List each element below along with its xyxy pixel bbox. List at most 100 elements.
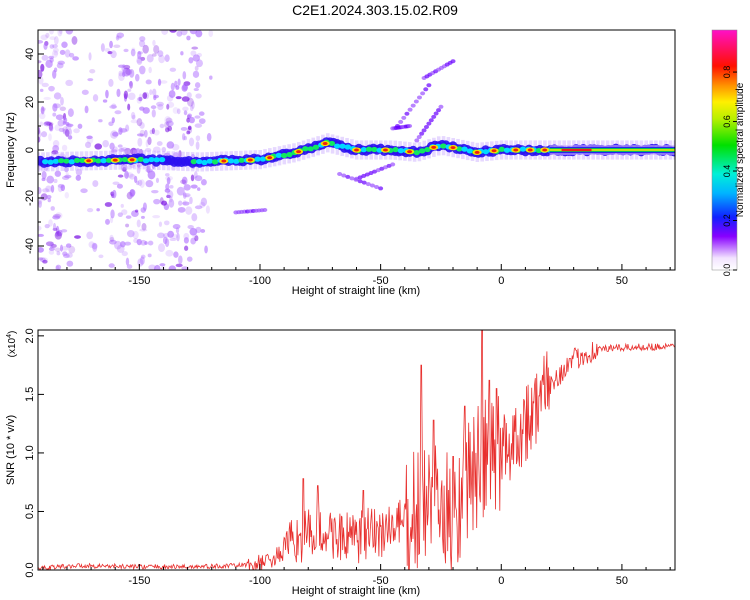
spectrogram-speckle [164, 121, 170, 129]
spectrogram-ridge-mid [105, 157, 113, 163]
spectrogram-ridge-mid [360, 147, 367, 153]
spectrogram-speckle [53, 36, 59, 45]
spectrogram-speckle [41, 131, 48, 138]
spectrogram-speckle [183, 136, 188, 141]
spectrogram-speckle [194, 175, 203, 182]
spectrogram-speckle [183, 184, 191, 191]
spectrogram-speckle [60, 229, 68, 233]
spectrogram-peak [491, 149, 497, 153]
snr-x-tick-label: -100 [249, 575, 271, 587]
spectrogram-ridge-mid [47, 159, 54, 165]
spectrogram-speckle [189, 227, 198, 236]
spectrogram-speckle [108, 263, 115, 268]
spectrogram-speckle [176, 186, 185, 196]
spectrogram-speckle [67, 135, 73, 140]
spectrogram-speckle [171, 143, 180, 151]
spectrogram-feature [426, 83, 432, 88]
spectrogram-speckle [109, 105, 118, 109]
spectrogram-ridge-mid [233, 158, 240, 164]
spectrogram-speckle [136, 133, 144, 137]
spectrogram-ridge-mid [461, 146, 468, 152]
spectrogram-peak [322, 142, 328, 146]
spectrogram-speckle [67, 108, 74, 117]
spectrogram-speckle [178, 150, 182, 159]
spectrogram-feature [262, 208, 268, 212]
spectrogram-ridge-mid [280, 152, 288, 159]
spectrogram-speckle [66, 123, 74, 127]
spectrogram-speckle [186, 256, 193, 262]
spectrogram-speckle [171, 234, 179, 239]
spectrogram-speckle [127, 92, 136, 101]
spectrogram-speckle [48, 219, 53, 227]
spectrogram-speckle [191, 213, 198, 222]
spectrogram-speckle [112, 181, 120, 186]
spectrogram-feature [374, 184, 380, 189]
spectrogram-speckle [166, 194, 171, 198]
spectrogram-speckle [158, 221, 163, 227]
spectrogram-speckle [161, 200, 168, 206]
spectrogram-speckle [192, 70, 200, 79]
spectrogram-speckle [151, 109, 156, 118]
spectrogram-speckle [131, 47, 136, 51]
spectrogram-speckle [190, 174, 195, 182]
spectrogram-peak [247, 158, 253, 162]
spectrogram-speckle [72, 56, 79, 61]
snr-y-label: SNR (10 * v/v) [5, 415, 17, 485]
spectrogram-ridge-mid [440, 143, 447, 149]
spectrogram-ridge-mid [424, 146, 431, 153]
spectrogram-speckle [44, 121, 52, 126]
spectrogram-speckle [184, 194, 190, 198]
spectrogram-speckle [53, 103, 61, 109]
spectrogram-ridge-mid [333, 143, 341, 149]
spectrogram-y-axis: -40 -20 0 20 40 [24, 29, 44, 271]
colorbar-tick-label: 0.6 [722, 115, 732, 128]
spectrogram-speckle [49, 36, 56, 41]
spectrogram-speckle [198, 118, 206, 124]
spectrogram-speckle [140, 239, 147, 246]
spectrogram-speckle [52, 144, 60, 152]
spectrogram-speckle [121, 64, 127, 73]
spectrogram-speckle [98, 254, 104, 259]
spectrogram-speckle [136, 164, 141, 168]
spectrogram-ridge-mid [73, 157, 81, 163]
spectrogram-ridge-mid [503, 147, 511, 153]
spectrogram-speckle [136, 59, 143, 64]
spectrogram-speckle [172, 107, 179, 114]
spectrogram-speckle [153, 129, 160, 136]
spectrogram-speckle [194, 82, 201, 89]
spectrogram-speckle [65, 243, 72, 248]
spectrogram-speckle [129, 189, 135, 198]
spectrogram-speckle [41, 170, 47, 180]
spectrogram-speckle [124, 241, 132, 246]
spectrogram-x-label: Height of straight line (km) [292, 285, 420, 297]
spectrogram-speckle [52, 112, 57, 117]
spectrogram-speckle [145, 180, 154, 188]
spectrogram-ridge-mid [148, 156, 155, 163]
spectrogram-ridge-mid [519, 146, 527, 152]
spectrogram-ridge-mid [466, 148, 474, 154]
spectrogram-speckle [166, 176, 171, 185]
spectrogram-speckle [156, 101, 164, 107]
spectrogram-speckle [124, 147, 132, 155]
spectrogram-speckle [124, 170, 129, 179]
spectrogram-speckle [157, 103, 164, 111]
spectrogram-speckle [137, 51, 143, 55]
spectrogram-speckle [122, 167, 127, 172]
spectrogram-speckle [186, 35, 191, 41]
spectrogram-speckle [166, 94, 174, 102]
spectrogram-speckle [127, 88, 132, 92]
snr-x-tick-label: -150 [128, 575, 150, 587]
spectrogram-speckle [119, 128, 128, 133]
spectrogram-speckle [66, 252, 73, 258]
spectrogram-speckle [169, 185, 174, 189]
spectrogram-speckle [110, 149, 118, 153]
spectrogram-peak [86, 159, 92, 163]
spectrogram-speckle [199, 201, 206, 208]
spectrogram-speckle [152, 146, 161, 153]
spectrogram-ridge-mid [275, 152, 283, 158]
spectrogram-speckle [180, 179, 187, 184]
spectrogram-speckle [53, 178, 58, 184]
spectrogram-speckle [112, 189, 117, 199]
spectrogram-speckle [132, 230, 139, 239]
spectrogram-ridge-mid [312, 144, 320, 150]
